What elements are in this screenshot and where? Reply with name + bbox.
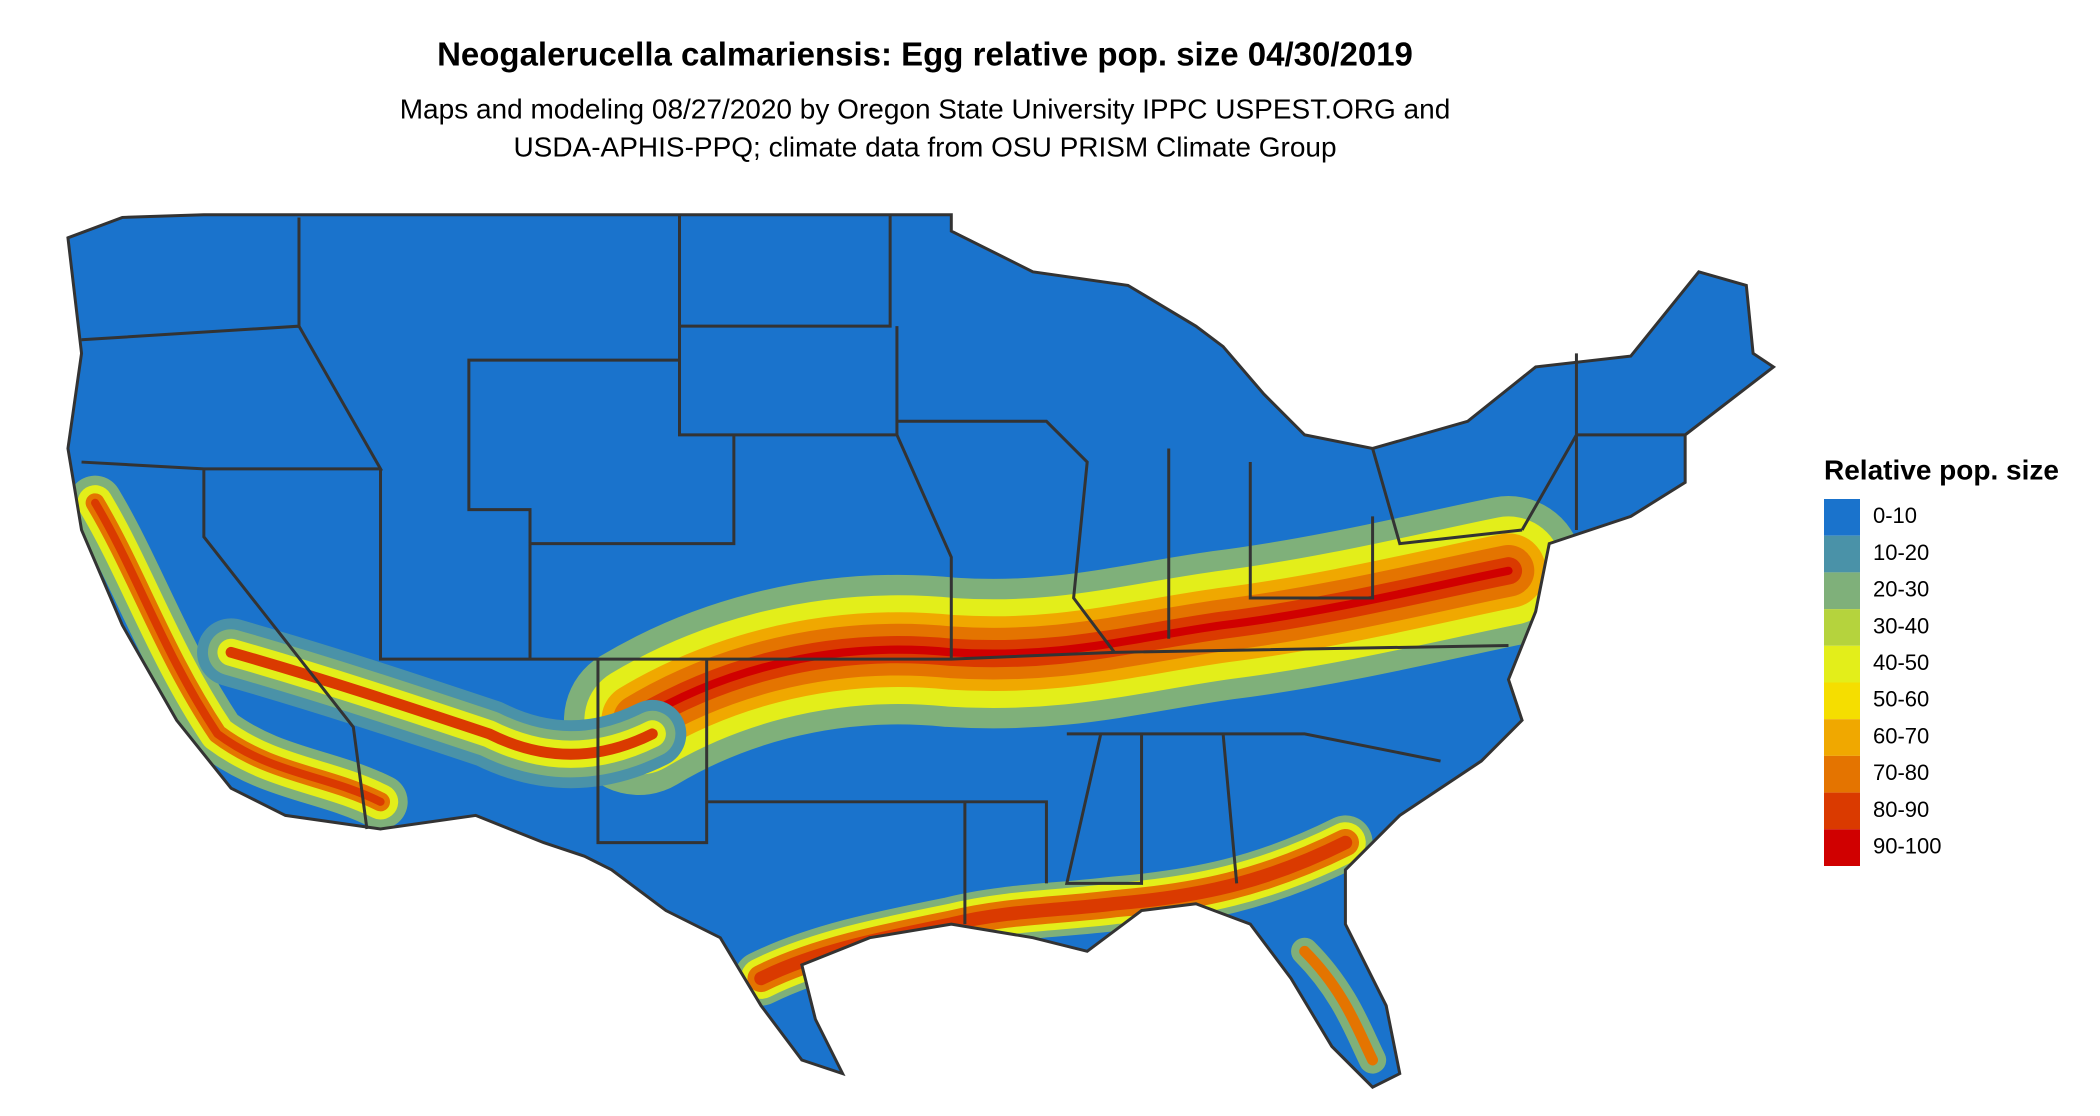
- population-zones: [67, 475, 1584, 1074]
- legend-title: Relative pop. size: [1824, 454, 2059, 485]
- zone: [225, 646, 658, 760]
- legend-swatch: [1824, 719, 1860, 756]
- legend-swatch: [1824, 682, 1860, 720]
- legend-swatch: [1824, 792, 1860, 830]
- zone: [91, 498, 385, 806]
- zone: [634, 566, 1513, 725]
- legend-label: 10-20: [1873, 540, 1929, 565]
- legend-swatch: [1824, 645, 1860, 683]
- legend-label: 40-50: [1873, 650, 1929, 675]
- legend-label: 90-100: [1873, 833, 1942, 858]
- legend-swatch: [1824, 499, 1860, 536]
- map-title: Neogalerucella calmariensis: Egg relativ…: [437, 36, 1413, 73]
- legend-swatch: [1824, 609, 1860, 646]
- legend-swatch: [1824, 535, 1860, 573]
- zone: [1299, 945, 1379, 1066]
- legend-label: 60-70: [1873, 723, 1929, 748]
- legend-label: 50-60: [1873, 687, 1929, 712]
- legend-label: 0-10: [1873, 503, 1917, 528]
- legend-swatch: [1824, 755, 1860, 793]
- map: [66, 213, 1775, 1089]
- legend-label: 20-30: [1873, 577, 1929, 602]
- legend: 0-10 10-20 20-30 30-40 40-50 50-60 60-70 70-80 8…: [1824, 499, 1942, 866]
- legend-swatch: [1824, 572, 1860, 610]
- legend-label: 80-90: [1873, 797, 1929, 822]
- legend-label: 70-80: [1873, 760, 1929, 785]
- map-subtitle: USDA-APHIS-PPQ; climate data from OSU PR…: [513, 131, 1336, 162]
- legend-label: 30-40: [1873, 613, 1929, 638]
- state-borders: [66, 213, 1775, 1089]
- map-subtitle: Maps and modeling 08/27/2020 by Oregon S…: [400, 93, 1451, 124]
- legend-swatch: [1824, 829, 1860, 866]
